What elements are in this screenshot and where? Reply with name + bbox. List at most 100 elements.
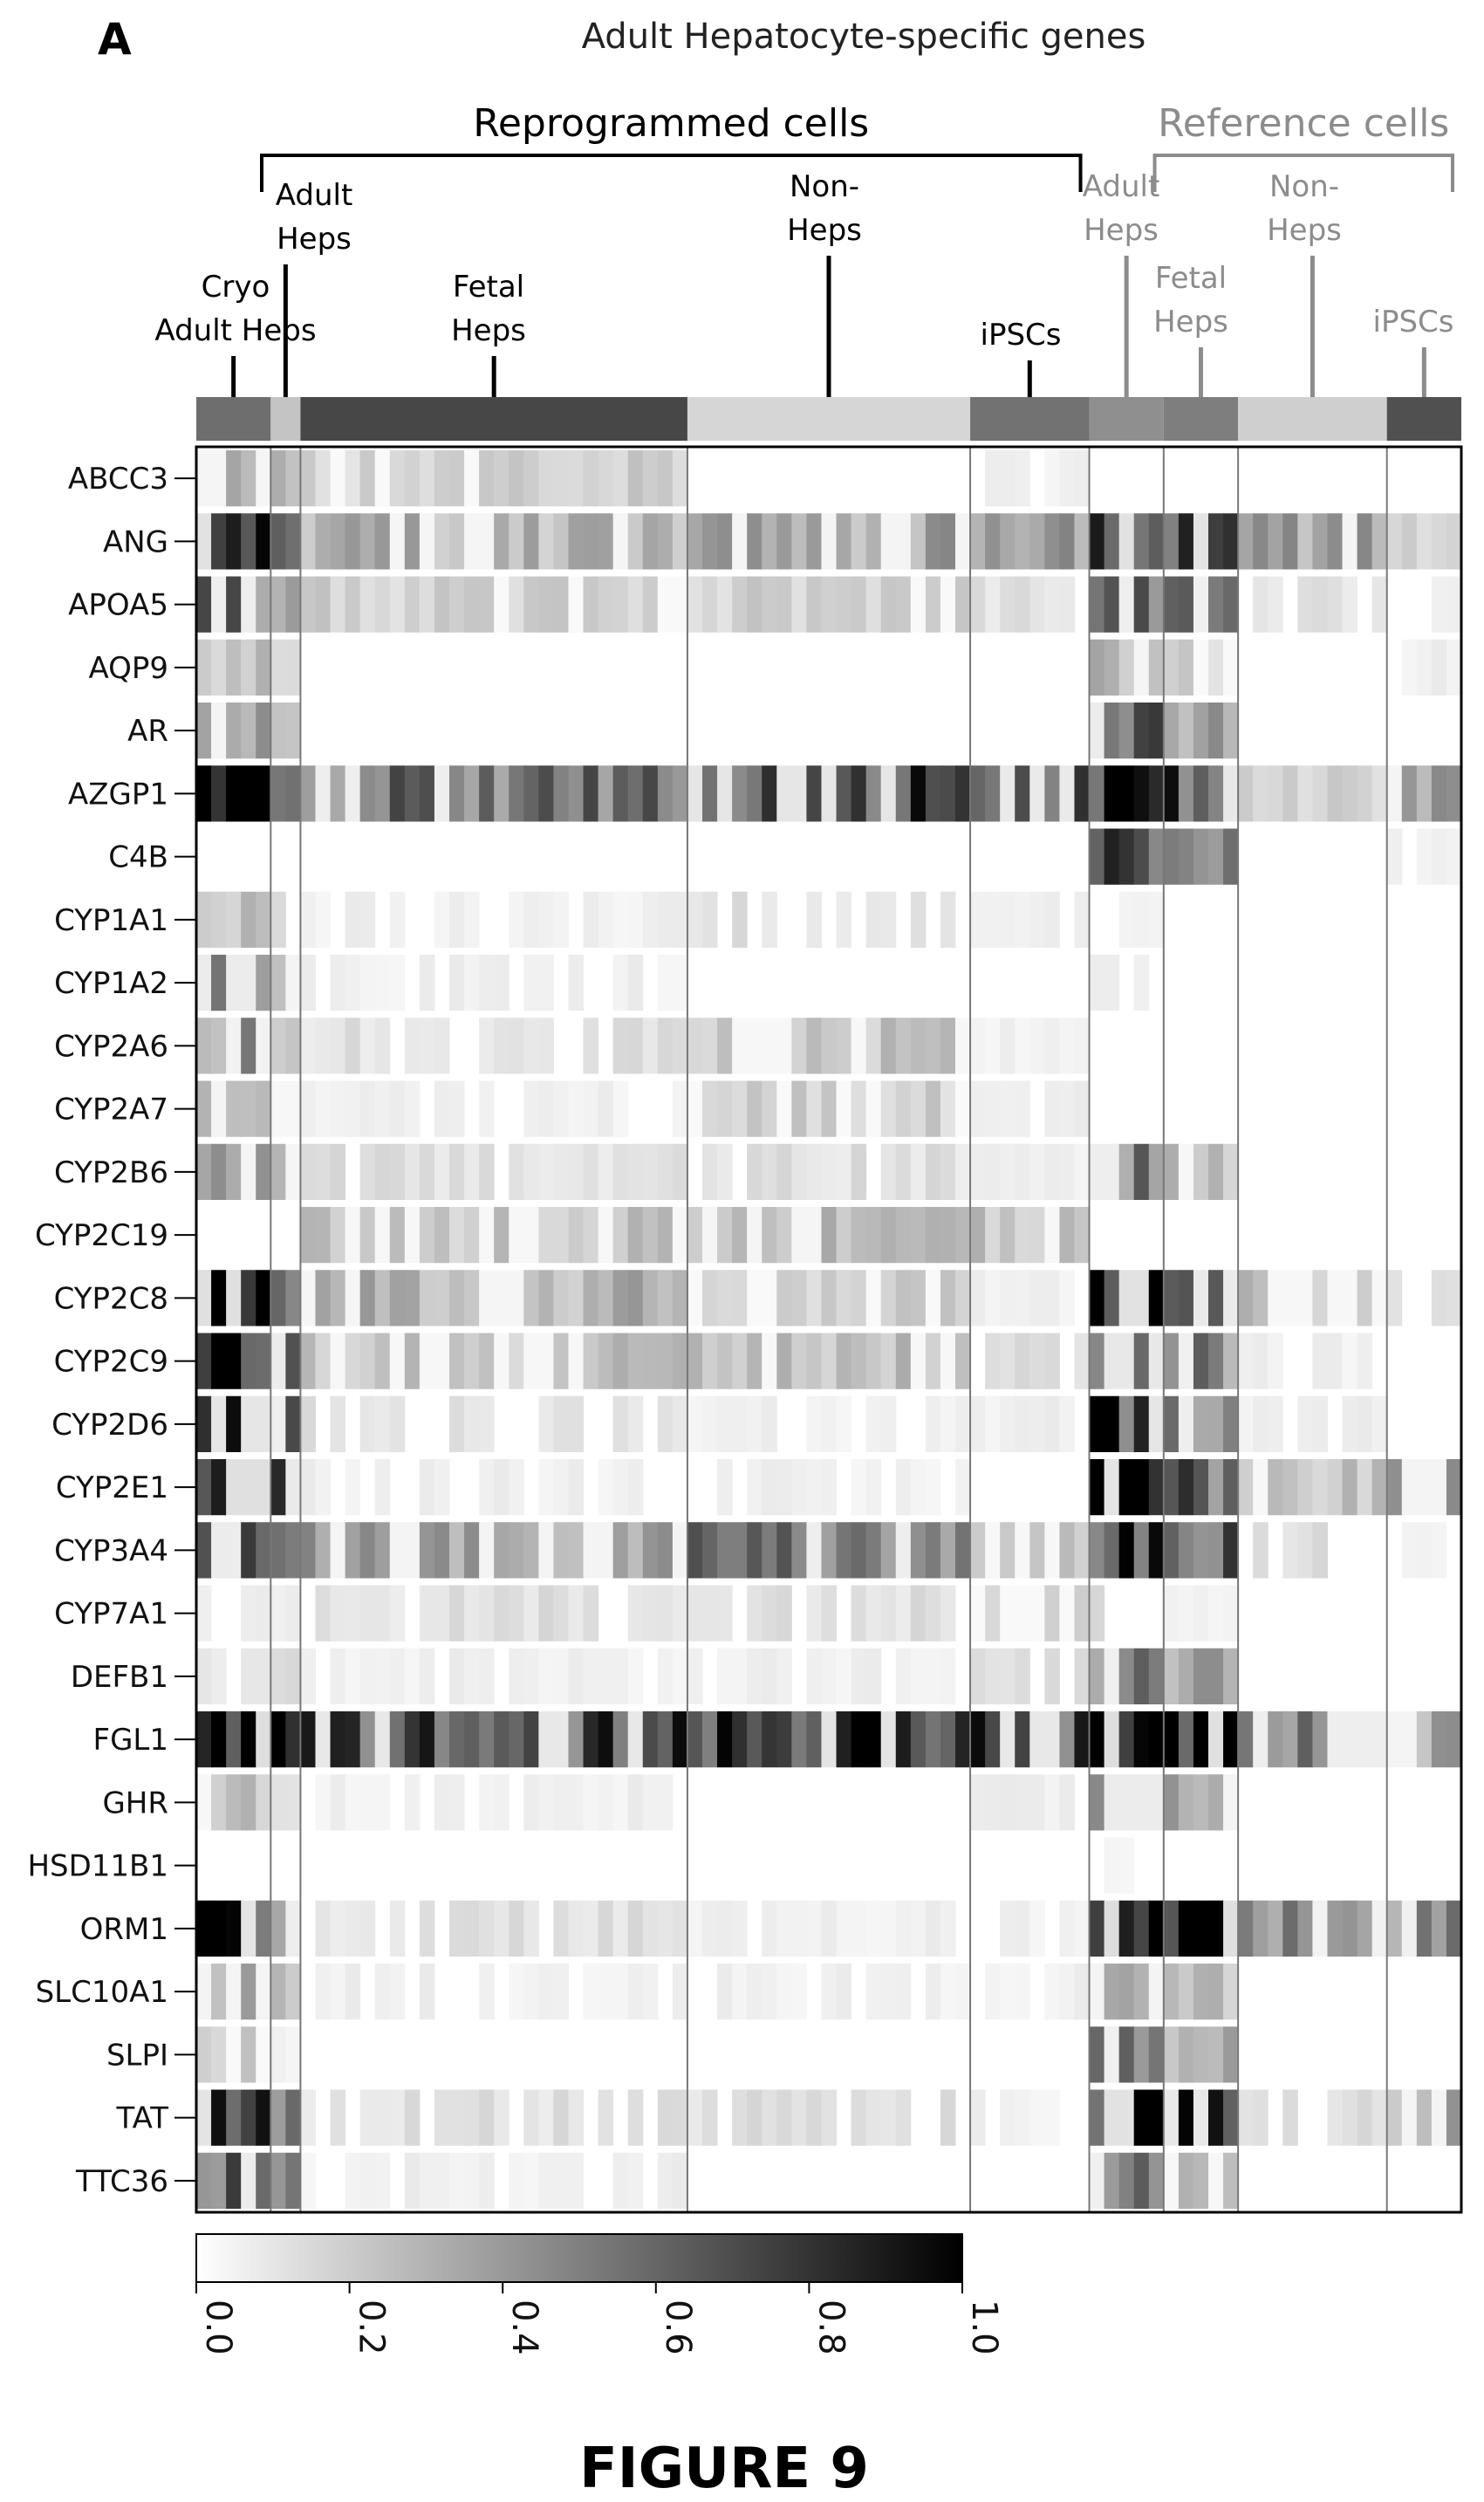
- heatmap-cell: [836, 576, 852, 633]
- heatmap-cell: [568, 1585, 585, 1642]
- heatmap-cell: [374, 1207, 391, 1264]
- heatmap-cell: [1089, 703, 1105, 759]
- heatmap-cell: [821, 1395, 838, 1452]
- heatmap-cell: [836, 765, 852, 822]
- heatmap-cell: [1297, 513, 1313, 570]
- heatmap-cell: [732, 891, 748, 948]
- heatmap-cell: [553, 1964, 569, 2020]
- heatmap-cell: [345, 765, 361, 822]
- heatmap-cell: [1044, 1207, 1060, 1264]
- heatmap-cell: [1163, 703, 1180, 759]
- heatmap-cell: [925, 1270, 941, 1326]
- heatmap-cell: [538, 576, 554, 633]
- colorbar-tick-label: 0.4: [504, 2300, 544, 2355]
- heatmap-cell: [1193, 1900, 1209, 1957]
- heatmap-cell: [256, 955, 271, 1011]
- heatmap-cell: [1268, 1459, 1283, 1516]
- heatmap-cell: [345, 1774, 361, 1831]
- heatmap-cell: [627, 1585, 644, 1642]
- heatmap-cell: [1178, 1964, 1194, 2020]
- heatmap-cell: [553, 1585, 569, 1642]
- heatmap-cell: [196, 891, 212, 948]
- heatmap-cell: [955, 1333, 971, 1389]
- heatmap-cell: [523, 513, 539, 570]
- heatmap-cell: [702, 1270, 718, 1326]
- heatmap-cell: [285, 1018, 301, 1074]
- heatmap-cell: [880, 1711, 897, 1768]
- heatmap-cell: [285, 1522, 301, 1579]
- heatmap-cell: [419, 450, 435, 507]
- heatmap-cell: [970, 1207, 986, 1264]
- heatmap-cell: [1431, 1459, 1447, 1516]
- heatmap-cell: [330, 450, 346, 507]
- heatmap-cell: [1074, 765, 1091, 822]
- heatmap-cell: [241, 1648, 256, 1704]
- heatmap-cell: [568, 2152, 585, 2209]
- heatmap-cell: [717, 1711, 733, 1768]
- heatmap-cell: [762, 1459, 777, 1516]
- heatmap-cell: [374, 1522, 391, 1579]
- column-group-label: Fetal: [1155, 261, 1227, 296]
- heatmap-cell: [1044, 891, 1060, 948]
- heatmap-cell: [241, 1711, 256, 1768]
- heatmap-cell: [330, 1522, 346, 1579]
- heatmap-cell: [851, 1270, 867, 1326]
- heatmap-cell: [776, 1648, 792, 1704]
- heatmap-cell: [1208, 1143, 1224, 1200]
- heatmap-cell: [285, 1080, 301, 1137]
- heatmap-cell: [1282, 1270, 1298, 1326]
- heatmap-cell: [479, 1333, 495, 1389]
- heatmap-cell: [1163, 576, 1180, 633]
- heatmap-cell: [1342, 513, 1358, 570]
- heatmap-cell: [955, 1143, 971, 1200]
- heatmap-cell: [657, 1018, 674, 1074]
- heatmap-cell: [717, 1522, 733, 1579]
- heatmap-cell: [449, 1585, 465, 1642]
- heatmap-cell: [538, 1459, 554, 1516]
- heatmap-cell: [1178, 703, 1194, 759]
- heatmap-cell: [374, 450, 391, 507]
- heatmap-cell: [330, 576, 346, 633]
- heatmap-cell: [523, 955, 539, 1011]
- heatmap-cell: [374, 765, 391, 822]
- heatmap-cell: [494, 1711, 509, 1768]
- heatmap-cell: [1059, 1900, 1075, 1957]
- heatmap-cell: [359, 1018, 376, 1074]
- heatmap-cell: [1431, 765, 1447, 822]
- heatmap-cell: [627, 1143, 644, 1200]
- heatmap-cell: [241, 576, 256, 633]
- heatmap-cell: [553, 1143, 569, 1200]
- heatmap-cell: [1163, 513, 1180, 570]
- heatmap-cell: [687, 1080, 703, 1137]
- heatmap-cell: [970, 1143, 986, 1200]
- heatmap-cell: [1000, 1964, 1016, 2020]
- heatmap-cell: [747, 1648, 763, 1704]
- heatmap-cell: [627, 765, 644, 822]
- heatmap-cell: [256, 639, 271, 696]
- heatmap-cell: [256, 576, 271, 633]
- heatmap-cell: [226, 576, 242, 633]
- heatmap-cell: [196, 639, 212, 696]
- heatmap-cell: [1104, 1711, 1120, 1768]
- heatmap-cell: [1089, 765, 1105, 822]
- heatmap-cell: [1029, 891, 1045, 948]
- heatmap-cell: [1327, 513, 1344, 570]
- heatmap-cell: [1104, 1774, 1120, 1831]
- heatmap-cell: [806, 1080, 822, 1137]
- heatmap-cell: [1089, 639, 1105, 696]
- heatmap-cell: [538, 1585, 554, 1642]
- heatmap-cell: [1104, 1143, 1120, 1200]
- heatmap-cell: [1089, 1900, 1105, 1957]
- heatmap-cell: [1015, 1143, 1030, 1200]
- heatmap-cell: [583, 450, 599, 507]
- heatmap-cell: [732, 1270, 748, 1326]
- heatmap-cell: [865, 1395, 882, 1452]
- heatmap-cell: [1089, 828, 1105, 885]
- heatmap-cell: [226, 2152, 242, 2209]
- heatmap-cell: [1015, 576, 1030, 633]
- heatmap-cell: [300, 1395, 316, 1452]
- heatmap-cell: [434, 1774, 450, 1831]
- heatmap-cell: [970, 513, 986, 570]
- heatmap-cell: [672, 1711, 688, 1768]
- heatmap-cell: [1044, 1774, 1060, 1831]
